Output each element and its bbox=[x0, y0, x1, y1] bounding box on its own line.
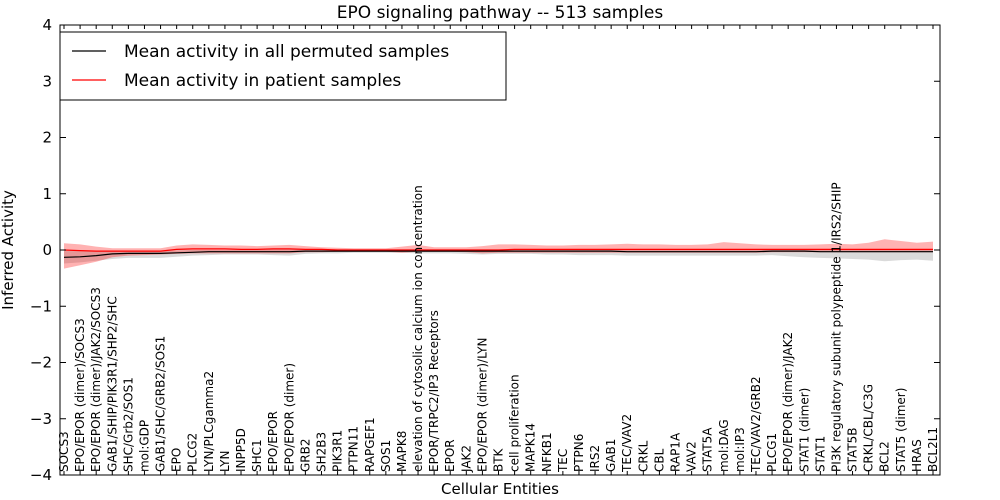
x-category-label: GRB2 bbox=[298, 438, 312, 472]
x-category-label: cell proliferation bbox=[508, 374, 522, 472]
x-category-label: mol:GDP bbox=[138, 420, 152, 472]
x-category-label: STAT1 bbox=[813, 436, 827, 472]
legend-box bbox=[59, 31, 507, 101]
x-category-label: TEC bbox=[556, 449, 570, 473]
x-category-label: STAT5 (dimer) bbox=[894, 388, 908, 472]
x-axis-category-labels: SOCS3 EPO/EPOR (dimer)/SOCS3 EPO/EPOR (dim… bbox=[57, 25, 940, 475]
x-category-label: EPO/EPOR (dimer)/JAK2 bbox=[781, 332, 795, 472]
x-category-label: RAPGEF1 bbox=[363, 417, 377, 472]
x-category-label: GAB1/SHIP/PIK3R1/SHP2/SHC bbox=[105, 296, 119, 472]
x-category-label: SHC/Grb2/SOS1 bbox=[121, 377, 135, 472]
y-axis-title: Inferred Activity bbox=[0, 190, 17, 310]
x-category-label: CBL bbox=[652, 448, 666, 472]
y-tick-label: 2 bbox=[42, 129, 52, 147]
legend: Mean activity in all permuted samples Me… bbox=[59, 31, 507, 101]
x-category-label: EPO/EPOR bbox=[266, 411, 280, 472]
x-category-label: LYN bbox=[218, 451, 232, 472]
x-category-label: LYN/PLCgamma2 bbox=[202, 371, 216, 472]
x-category-label: SHC1 bbox=[250, 439, 264, 472]
y-tick-label: −3 bbox=[30, 410, 52, 428]
x-category-label: IRS2 bbox=[588, 445, 602, 472]
permuted-mean-line bbox=[63, 250, 933, 258]
x-category-label: EPO/EPOR (dimer)/SOCS3 bbox=[73, 318, 87, 472]
x-category-label: PI3K regulatory subunit polypeptide 1/IR… bbox=[829, 182, 843, 472]
y-tick-label: 1 bbox=[42, 185, 52, 203]
x-category-label: MAPK8 bbox=[395, 431, 409, 472]
x-category-label: TEC/VAV2/GRB2 bbox=[749, 376, 763, 473]
patient-confidence-band bbox=[64, 239, 933, 269]
chart-title: EPO signaling pathway -- 513 samples bbox=[337, 3, 664, 23]
x-category-label: HRAS bbox=[910, 439, 924, 472]
permuted-confidence-band bbox=[64, 249, 933, 264]
x-category-label: TEC/VAV2 bbox=[620, 414, 634, 473]
x-category-label: STAT5A bbox=[701, 427, 715, 472]
x-category-label: PTPN6 bbox=[572, 434, 586, 472]
x-category-label: mol:DAG bbox=[717, 419, 731, 472]
x-category-label: BCL2 bbox=[878, 441, 892, 472]
x-category-label: MAPK14 bbox=[524, 423, 538, 472]
y-tick-label: 0 bbox=[42, 241, 52, 259]
x-category-label: RAP1A bbox=[669, 432, 683, 472]
x-category-label: GAB1 bbox=[604, 439, 618, 472]
x-category-label: JAK2 bbox=[459, 445, 473, 473]
y-tick-label: −1 bbox=[30, 297, 52, 315]
x-category-label: GAB1/SHC/GRB2/SOS1 bbox=[154, 336, 168, 472]
x-category-label: PIK3R1 bbox=[331, 430, 345, 472]
legend-label-patient: Mean activity in patient samples bbox=[124, 71, 401, 91]
x-category-label: STAT5B bbox=[846, 427, 860, 472]
patient-band-layer bbox=[64, 239, 933, 269]
y-tick-label: 4 bbox=[42, 16, 52, 34]
x-category-label: VAV2 bbox=[685, 441, 699, 472]
x-category-label: EPO/EPOR (dimer)/JAK2/SOCS3 bbox=[89, 287, 103, 472]
x-category-label: EPO/EPOR (dimer)/LYN bbox=[475, 338, 489, 472]
y-tick-label: −4 bbox=[30, 466, 52, 484]
x-category-label: PLCG1 bbox=[765, 433, 779, 472]
x-category-label: EPOR bbox=[443, 439, 457, 472]
x-category-label: STAT1 (dimer) bbox=[797, 388, 811, 472]
x-category-label: PLCG2 bbox=[186, 433, 200, 472]
x-category-label: EPO/EPOR (dimer) bbox=[282, 363, 296, 472]
x-category-label: SOS1 bbox=[379, 440, 393, 472]
series-line-layer bbox=[63, 248, 933, 258]
x-category-label: SH2B3 bbox=[315, 432, 329, 472]
y-axis-ticks: −4 −3 −2 −1 0 1 2 3 4 bbox=[30, 16, 940, 484]
x-category-label: mol:IP3 bbox=[733, 427, 747, 472]
x-category-label: INPP5D bbox=[234, 428, 248, 472]
y-tick-label: −2 bbox=[30, 354, 52, 372]
x-category-label: EPO bbox=[170, 448, 184, 472]
y-tick-label: 3 bbox=[42, 72, 52, 90]
x-category-label: BTK bbox=[492, 447, 506, 472]
x-category-label: elevation of cytosolic calcium ion conce… bbox=[411, 185, 425, 472]
legend-label-permuted: Mean activity in all permuted samples bbox=[124, 42, 449, 62]
patient-mean-line bbox=[63, 248, 933, 252]
x-category-label: SOCS3 bbox=[57, 431, 71, 472]
permuted-band-layer bbox=[64, 249, 933, 264]
x-category-label: PTPN11 bbox=[347, 426, 361, 472]
x-axis-title: Cellular Entities bbox=[441, 480, 559, 498]
x-category-label: CRKL bbox=[636, 440, 650, 472]
x-category-label: NFKB1 bbox=[540, 432, 554, 472]
x-category-label: EPOR/TRPC2/IP3 Receptors bbox=[427, 310, 441, 472]
x-category-label: CRKL/CBL/C3G bbox=[862, 384, 876, 472]
x-category-label: BCL2L1 bbox=[926, 427, 940, 472]
